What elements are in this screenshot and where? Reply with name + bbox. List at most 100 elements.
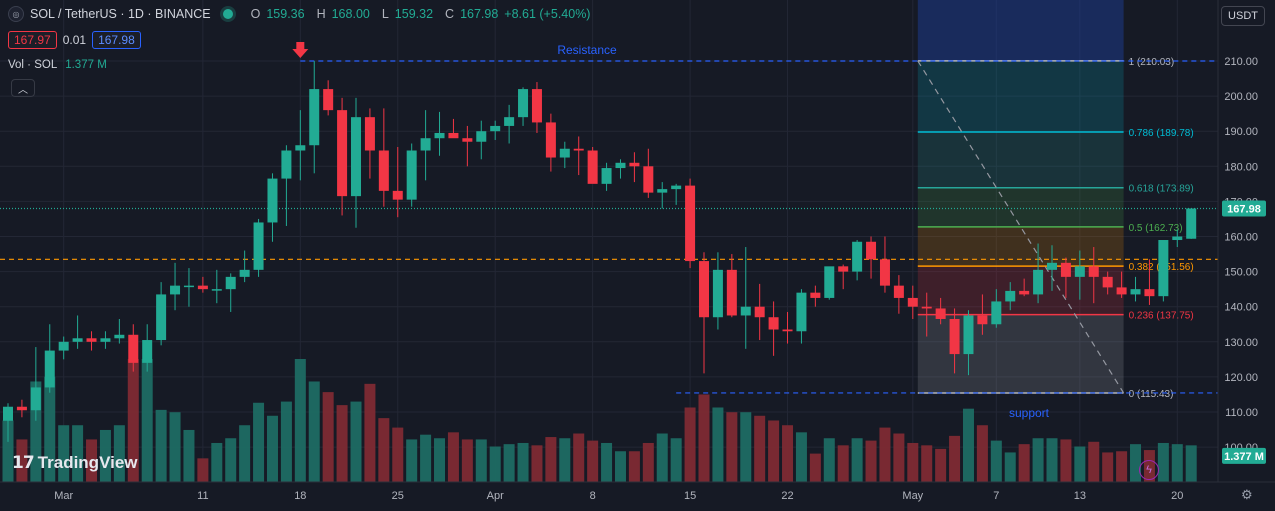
candle-body [1158, 240, 1169, 297]
candle-body [337, 110, 348, 197]
candle-body [3, 406, 13, 421]
open-value: 159.36 [266, 7, 305, 21]
volume-bar [935, 448, 947, 482]
candle-body [893, 285, 904, 298]
candle-body [323, 89, 334, 111]
volume-bar [1157, 442, 1169, 482]
volume-bar [336, 405, 348, 482]
collapse-legend-button[interactable]: ︿ [11, 79, 35, 97]
price-axis[interactable]: 100.00110.00120.00130.00140.00150.00160.… [1217, 0, 1275, 511]
volume-bar [1004, 452, 1016, 482]
currency-button[interactable]: USDT [1221, 6, 1265, 26]
candle-body [170, 285, 181, 295]
candle-body [782, 329, 793, 332]
volume-bar [1074, 446, 1086, 482]
price-axis-tag [1222, 447, 1266, 464]
candle-body [309, 89, 320, 146]
volume-bar [962, 408, 974, 482]
price-tick-label: 130.00 [1224, 337, 1258, 349]
price-tick-label: 140.00 [1224, 302, 1258, 314]
volume-bar [795, 432, 807, 482]
price-tick-label: 190.00 [1224, 126, 1258, 138]
candle-body [907, 297, 918, 307]
time-tick-label: 25 [392, 490, 404, 502]
bid-price-button[interactable]: 167.97 [8, 31, 57, 49]
volume-bar [308, 381, 320, 482]
candle-body [1005, 290, 1016, 302]
candle-body [351, 117, 361, 197]
low-value: 159.32 [394, 7, 434, 21]
gear-icon[interactable]: ⚙ [1241, 487, 1253, 502]
change-value: +8.61 (+5.40%) [504, 7, 591, 21]
candle-body [1186, 208, 1197, 239]
price-axis-bg [1218, 0, 1275, 511]
tradingview-logo[interactable]: 17 TradingView [12, 453, 138, 473]
price-tick-label: 180.00 [1224, 161, 1258, 173]
candle-body [420, 138, 431, 151]
candle-body [852, 241, 863, 272]
volume-bar [879, 427, 891, 482]
candle-body [225, 276, 236, 290]
candle-body [1088, 266, 1099, 277]
ask-price-button[interactable]: 167.98 [92, 31, 141, 49]
candle-body [685, 185, 696, 262]
volume-bar [322, 392, 334, 482]
candle-body [1060, 262, 1071, 277]
time-tick-label: 22 [781, 490, 793, 502]
fib-zone [917, 60, 1124, 132]
candle-body [100, 338, 111, 342]
tradingview-logo-icon: 17 [12, 453, 35, 473]
symbol-icon[interactable]: ◎ [8, 6, 24, 22]
price-tick-label: 200.00 [1224, 91, 1258, 103]
volume-bar [545, 437, 557, 482]
volume-bar [1032, 438, 1044, 482]
low-label: L [381, 7, 389, 21]
candle-body [462, 138, 473, 142]
volume-bar [197, 458, 209, 482]
candle-body [810, 292, 821, 298]
volume-bar [447, 432, 459, 482]
grid-layer [0, 0, 1218, 482]
close-value: 167.98 [460, 7, 499, 21]
horizontal-lines[interactable]: Resistance support [0, 42, 1218, 420]
candle-body [1116, 287, 1127, 295]
fib-level-label: 0 (115.43) [1129, 389, 1174, 400]
volume-bar [628, 451, 640, 482]
time-tick-label: 15 [684, 490, 696, 502]
open-label: O [250, 7, 261, 21]
candle-body [239, 269, 250, 277]
volume-bar [378, 418, 390, 482]
candle-body [754, 306, 765, 318]
volume-bar [670, 438, 682, 482]
candle-body [142, 340, 153, 363]
candle-body [879, 259, 890, 286]
volume-bar [768, 420, 780, 482]
fib-extension-zone [917, 0, 1124, 61]
volume-legend[interactable]: Vol · SOL 1.377 M [8, 59, 107, 71]
price-tick-label: 120.00 [1224, 372, 1258, 384]
volume-bar [503, 444, 515, 482]
bid-ask-row: 167.97 0.01 167.98 [8, 31, 141, 49]
chart-header: ◎ SOL / TetherUS · 1D · BINANCE O 159.36 … [8, 6, 590, 22]
volume-bar [726, 412, 738, 482]
volume-bar [809, 453, 821, 482]
price-tick-label: 160.00 [1224, 232, 1258, 244]
volume-bar [253, 402, 265, 482]
symbol-title[interactable]: SOL / TetherUS · 1D · BINANCE [30, 7, 211, 21]
candle-body [991, 301, 1002, 325]
close-label: C [445, 7, 455, 21]
price-axis-tag [1222, 200, 1266, 217]
time-tick-label: 7 [993, 490, 999, 502]
time-tick-label: Mar [54, 490, 73, 502]
candle-body [281, 150, 292, 179]
candle-body [601, 168, 612, 184]
candle-body [1019, 290, 1030, 295]
fib-level-label: 1 (210.03) [1129, 57, 1175, 68]
volume-bar [907, 442, 919, 482]
candle-body [183, 285, 194, 288]
time-axis[interactable]: Mar 11 18 25 Apr 8 15 22 May 7 13 20 [0, 481, 1275, 502]
candle-body [559, 148, 570, 158]
candle-body [504, 117, 515, 126]
lightning-icon[interactable]: ϟ [1139, 460, 1159, 480]
